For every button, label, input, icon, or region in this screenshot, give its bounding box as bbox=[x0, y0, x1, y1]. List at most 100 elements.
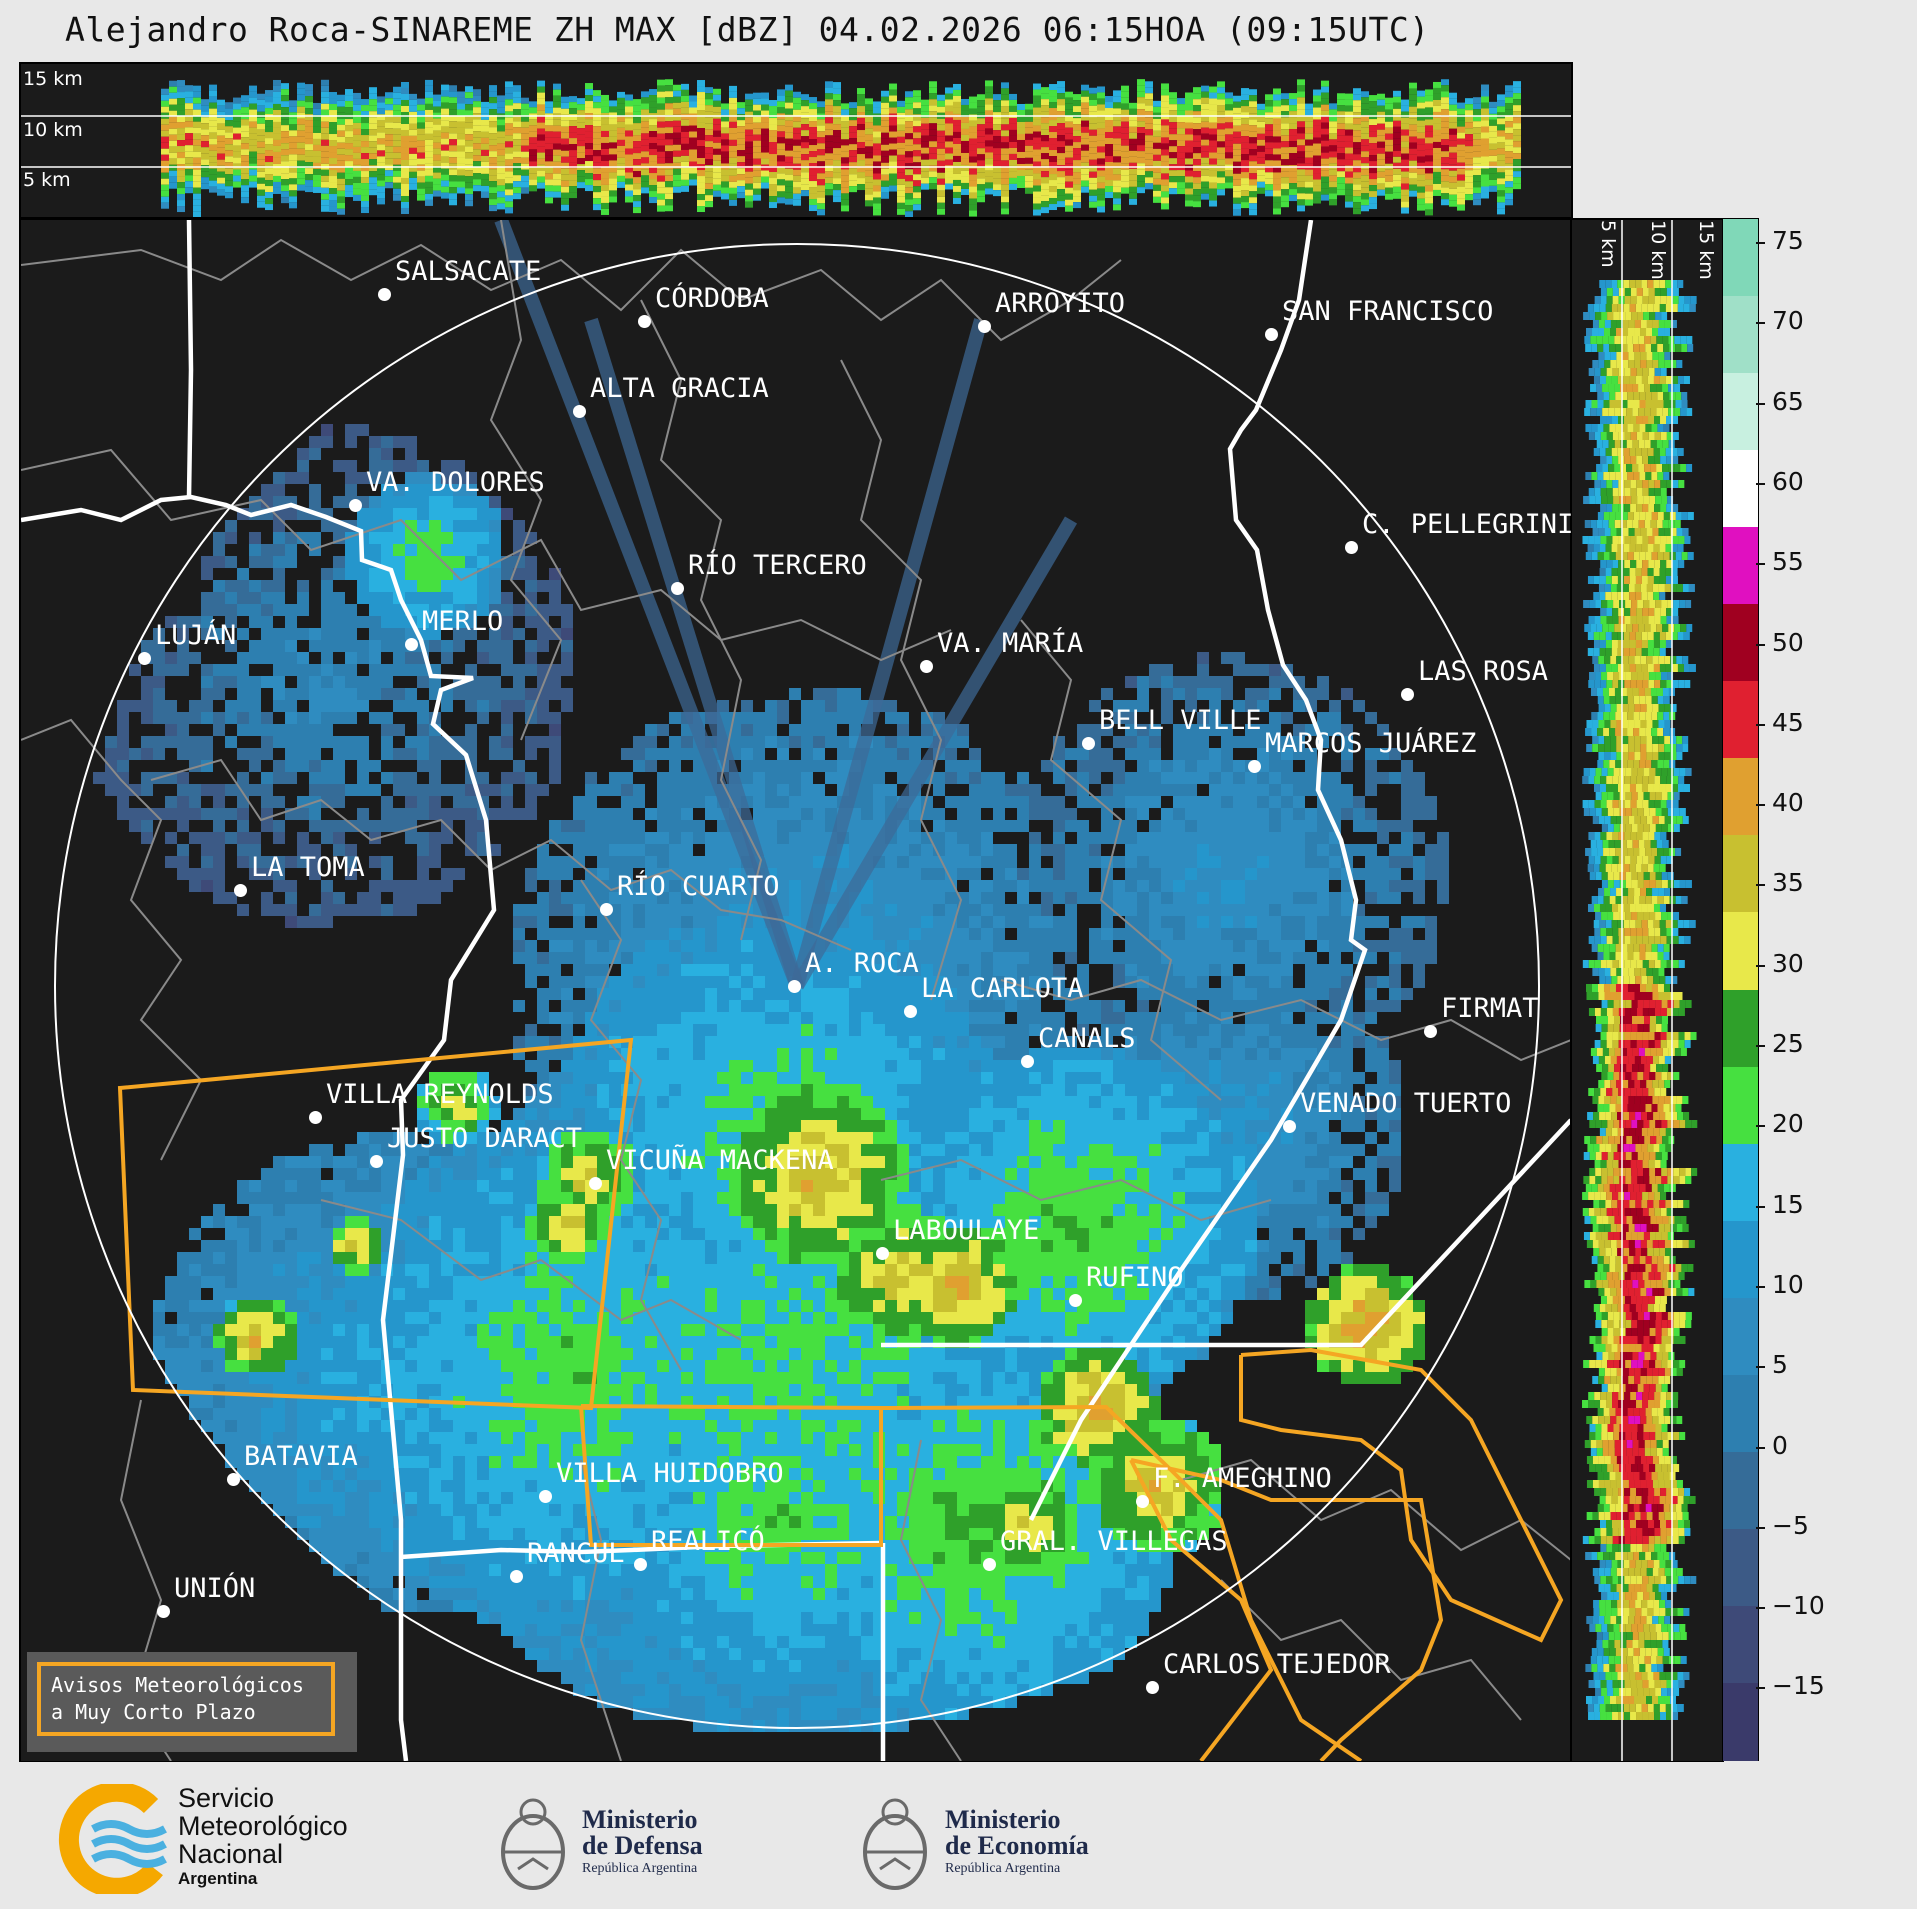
city-dot bbox=[1069, 1294, 1082, 1307]
city-label: LAS ROSA bbox=[1418, 656, 1549, 687]
city-dot bbox=[349, 499, 362, 512]
colorbar-segment bbox=[1723, 1605, 1758, 1684]
colorbar-segment bbox=[1723, 1297, 1758, 1376]
smn-logo-text: Servicio Meteorológico Nacional Argentin… bbox=[178, 1784, 348, 1890]
radar-map-svg bbox=[21, 220, 1571, 1761]
city-dot bbox=[157, 1605, 170, 1618]
colorbar-segment bbox=[1723, 989, 1758, 1068]
colorbar-segment bbox=[1723, 219, 1758, 298]
side-strip-label-5km: 5 km bbox=[1597, 220, 1619, 268]
city-label: SALSACATE bbox=[395, 256, 542, 287]
warning-legend-line2: a Muy Corto Plazo bbox=[51, 1700, 256, 1724]
city-label: LUJÁN bbox=[155, 620, 237, 651]
city-label: MARCOS JUÁREZ bbox=[1265, 728, 1477, 759]
city-dot bbox=[1136, 1495, 1149, 1508]
city-label: CANALS bbox=[1038, 1023, 1136, 1054]
defensa-line1: Ministerio bbox=[582, 1805, 698, 1834]
warning-legend: Avisos Meteorológicos a Muy Corto Plazo bbox=[27, 1652, 357, 1752]
top-cross-section-plot bbox=[21, 79, 1571, 217]
top-cross-section: 15 km 10 km 5 km bbox=[19, 62, 1573, 219]
colorbar-segment bbox=[1723, 604, 1758, 683]
city-dot bbox=[904, 1005, 917, 1018]
radar-map[interactable] bbox=[19, 218, 1573, 1763]
map-title: Alejandro Roca-SINAREME ZH MAX [dBZ] 04.… bbox=[65, 10, 1430, 49]
defensa-line3: República Argentina bbox=[582, 1861, 698, 1876]
city-dot bbox=[920, 660, 933, 673]
defensa-line2: de Defensa bbox=[582, 1831, 703, 1860]
city-label: VILLA REYNOLDS bbox=[326, 1079, 554, 1110]
city-label: VILLA HUIDOBRO bbox=[556, 1458, 784, 1489]
city-dot bbox=[1401, 688, 1414, 701]
colorbar-segment bbox=[1723, 450, 1758, 529]
colorbar-segment bbox=[1723, 835, 1758, 914]
defensa-logo-text: Ministerio de Defensa República Argentin… bbox=[582, 1807, 703, 1879]
reflectivity-layer bbox=[93, 220, 1449, 1732]
city-label: ARROYITO bbox=[995, 288, 1126, 319]
city-dot bbox=[510, 1570, 523, 1583]
city-dot bbox=[573, 405, 586, 418]
city-dot bbox=[600, 903, 613, 916]
top-strip-label-15km: 15 km bbox=[23, 68, 83, 90]
city-label: LABOULAYE bbox=[893, 1215, 1040, 1246]
colorbar-segment bbox=[1723, 1528, 1758, 1607]
top-strip-label-10km: 10 km bbox=[23, 119, 83, 141]
smn-line1: Servicio bbox=[178, 1783, 275, 1813]
city-label: C. PELLEGRINI bbox=[1362, 509, 1574, 540]
city-label: RÍO CUARTO bbox=[617, 871, 780, 902]
colorbar-segment bbox=[1723, 373, 1758, 452]
city-dot bbox=[227, 1473, 240, 1486]
city-label: LA CARLOTA bbox=[921, 973, 1084, 1004]
city-dot bbox=[788, 980, 801, 993]
city-label: CARLOS TEJEDOR bbox=[1163, 1649, 1391, 1680]
smn-line3: Nacional bbox=[178, 1839, 284, 1869]
city-label: REALICÓ bbox=[651, 1526, 765, 1557]
colorbar-segment bbox=[1723, 1682, 1758, 1761]
colorbar-segment bbox=[1723, 1066, 1758, 1145]
city-dot bbox=[1283, 1120, 1296, 1133]
city-label: MERLO bbox=[422, 606, 504, 637]
smn-line4: Argentina bbox=[178, 1869, 258, 1888]
city-label: ALTA GRACIA bbox=[590, 373, 769, 404]
city-dot bbox=[1082, 737, 1095, 750]
city-dot bbox=[634, 1558, 647, 1571]
city-label: RANCUL bbox=[527, 1538, 625, 1569]
colorbar-segment bbox=[1723, 1220, 1758, 1299]
city-dot bbox=[671, 582, 684, 595]
city-label: LA TOMA bbox=[251, 852, 365, 883]
smn-line2: Meteorológico bbox=[178, 1811, 348, 1841]
city-dot bbox=[378, 288, 391, 301]
warning-legend-box: Avisos Meteorológicos a Muy Corto Plazo bbox=[37, 1662, 335, 1736]
range-ring bbox=[54, 243, 1540, 1729]
city-dot bbox=[1265, 328, 1278, 341]
city-label: FIRMAT bbox=[1441, 993, 1539, 1024]
city-label: JUSTO DARACT bbox=[387, 1123, 583, 1154]
side-strip-label-15km: 15 km bbox=[1695, 220, 1717, 280]
colorbar-segment bbox=[1723, 1143, 1758, 1222]
city-label: GRAL. VILLEGAS bbox=[1000, 1526, 1228, 1557]
top-strip-label-5km: 5 km bbox=[23, 169, 71, 191]
side-strip-label-10km: 10 km bbox=[1647, 220, 1669, 280]
warning-legend-line1: Avisos Meteorológicos bbox=[51, 1673, 304, 1697]
colorbar-segment bbox=[1723, 296, 1758, 375]
economia-logo-text: Ministerio de Economía República Argenti… bbox=[945, 1807, 1089, 1879]
city-dot bbox=[1146, 1681, 1159, 1694]
warning-polygons bbox=[117, 1037, 1564, 1761]
city-label: SAN FRANCISCO bbox=[1282, 296, 1494, 327]
city-dot bbox=[539, 1490, 552, 1503]
city-label: BELL VILLE bbox=[1099, 705, 1262, 736]
city-dot bbox=[138, 652, 151, 665]
city-dot bbox=[876, 1247, 889, 1260]
colorbar-segment bbox=[1723, 681, 1758, 760]
city-dot bbox=[589, 1177, 602, 1190]
city-dot bbox=[983, 1558, 996, 1571]
colorbar-segment bbox=[1723, 758, 1758, 837]
city-dot bbox=[405, 638, 418, 651]
smn-logo-icon bbox=[58, 1781, 167, 1898]
city-dot bbox=[1345, 541, 1358, 554]
city-dot bbox=[234, 884, 247, 897]
city-label: CÓRDOBA bbox=[655, 283, 769, 314]
city-label: RÍO TERCERO bbox=[688, 550, 867, 581]
city-dot bbox=[309, 1111, 322, 1124]
city-label: A. ROCA bbox=[805, 948, 919, 979]
defensa-seal-icon bbox=[493, 1774, 573, 1899]
